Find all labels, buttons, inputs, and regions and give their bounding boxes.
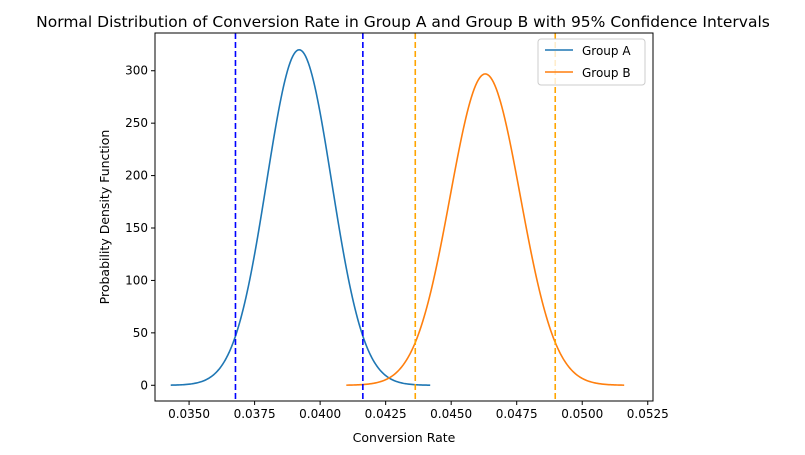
legend: Group A Group B — [537, 38, 646, 86]
y-tick-label: 300 — [125, 64, 148, 78]
chart-title: Normal Distribution of Conversion Rate i… — [36, 13, 770, 31]
x-tick-label: 0.0375 — [234, 407, 276, 421]
x-axis: 0.0350 0.0375 0.0400 0.0425 0.0450 0.0475 0.05… — [168, 401, 669, 421]
series-line-group-b — [346, 73, 625, 386]
legend-label-group-a: Group A — [582, 44, 631, 58]
x-tick-label: 0.0500 — [561, 407, 603, 421]
x-tick-label: 0.0475 — [496, 407, 538, 421]
y-tick-label: 0 — [140, 378, 148, 392]
x-axis-label: Conversion Rate — [353, 430, 456, 445]
y-axis: 0 50 100 150 200 250 300 — [125, 64, 155, 392]
x-tick-label: 0.0525 — [627, 407, 669, 421]
series-line-group-a — [170, 48, 431, 386]
y-tick-label: 50 — [133, 326, 148, 340]
x-tick-label: 0.0350 — [168, 407, 210, 421]
plot-frame — [154, 32, 654, 402]
x-tick-label: 0.0400 — [299, 407, 341, 421]
legend-label-group-b: Group B — [582, 66, 631, 80]
y-tick-label: 200 — [125, 169, 148, 183]
plot-area — [170, 33, 625, 401]
x-tick-label: 0.0425 — [365, 407, 407, 421]
x-tick-label: 0.0450 — [430, 407, 472, 421]
y-tick-label: 150 — [125, 221, 148, 235]
y-axis-label: Probability Density Function — [97, 130, 112, 305]
y-tick-label: 250 — [125, 116, 148, 130]
y-tick-label: 100 — [125, 273, 148, 287]
